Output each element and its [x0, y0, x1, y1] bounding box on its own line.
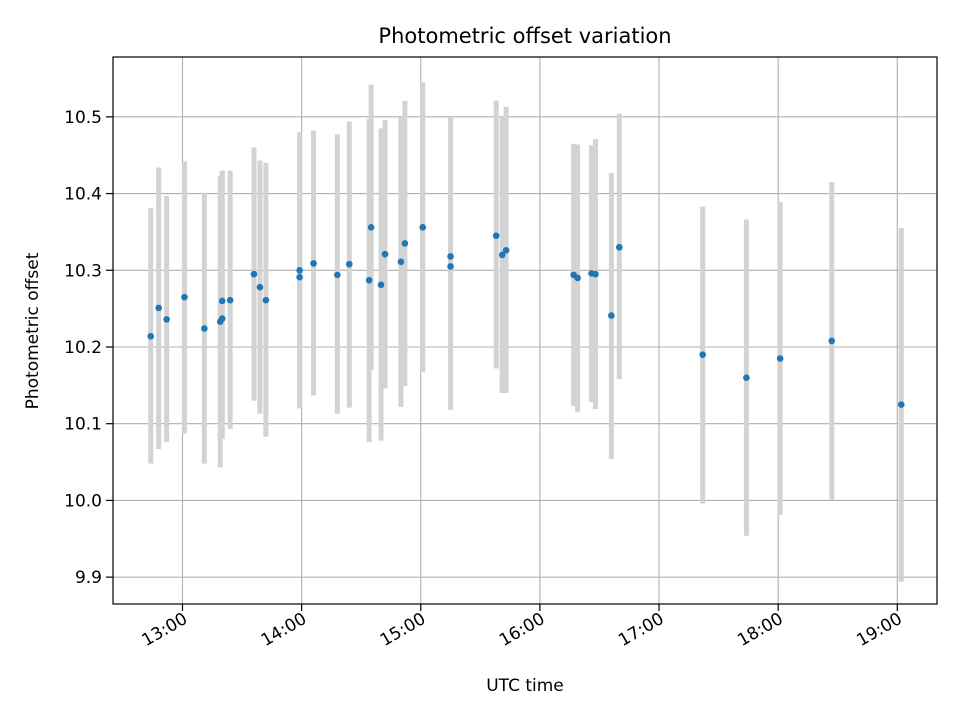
data-point — [381, 250, 389, 258]
data-point — [256, 283, 264, 291]
data-point — [608, 312, 615, 319]
x-axis-label: UTC time — [486, 676, 564, 696]
plot-frame — [112, 56, 938, 605]
y-tick-label: 10.5 — [64, 108, 102, 128]
data-point — [447, 253, 454, 260]
data-point — [401, 240, 409, 247]
data-point — [345, 260, 353, 268]
data-point — [250, 270, 258, 278]
data-point — [365, 276, 373, 284]
data-point — [743, 374, 750, 381]
data-point — [367, 224, 375, 231]
data-point — [262, 296, 270, 304]
data-point — [828, 337, 836, 345]
y-axis-label: Photometric offset — [23, 252, 43, 409]
data-point — [419, 224, 427, 231]
data-point — [310, 260, 317, 267]
data-point — [147, 332, 155, 340]
data-point — [296, 266, 303, 274]
y-axis: 9.9 10.0 10.1 10.2 10.3 10.4 10.5 — [64, 108, 113, 588]
data-point — [574, 274, 581, 282]
data-point — [699, 351, 707, 358]
y-tick-label: 10.0 — [64, 491, 102, 511]
data-point — [447, 263, 454, 270]
data-point — [498, 251, 506, 259]
data-point — [163, 316, 170, 323]
data-point — [397, 258, 405, 266]
y-tick-label: 10.4 — [64, 185, 102, 205]
data-point — [897, 401, 905, 408]
y-tick-label: 10.1 — [64, 415, 102, 435]
y-tick-label: 10.3 — [64, 261, 102, 281]
data-point — [492, 232, 500, 240]
data-points — [147, 224, 905, 408]
chart-title: Photometric offset variation — [378, 24, 671, 48]
data-point — [592, 270, 599, 278]
y-tick-label: 9.9 — [75, 568, 102, 588]
data-point — [155, 304, 162, 312]
data-point — [296, 273, 303, 281]
data-point — [502, 247, 510, 254]
data-point — [218, 297, 226, 305]
data-point — [201, 325, 208, 332]
y-tick-label: 10.2 — [64, 338, 102, 358]
data-point — [616, 243, 623, 251]
data-point — [776, 355, 784, 362]
data-point — [377, 281, 385, 289]
data-point — [226, 296, 234, 304]
data-point — [334, 271, 341, 279]
data-point — [181, 293, 188, 301]
data-point — [218, 315, 226, 322]
